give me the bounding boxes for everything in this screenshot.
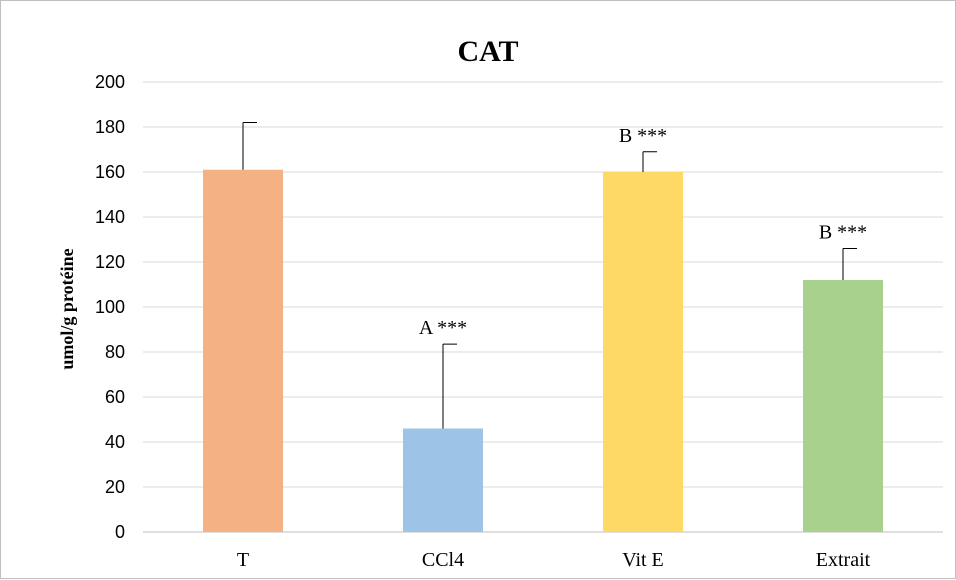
x-tick-label: Extrait — [816, 549, 871, 571]
y-tick-label: 0 — [115, 522, 125, 542]
y-tick-label: 160 — [95, 162, 125, 182]
significance-label: B *** — [819, 222, 867, 244]
chart-title: CAT — [457, 35, 518, 68]
y-tick-label: 100 — [95, 297, 125, 317]
x-axis-ticks: T CCl4 Vit E Extrait — [237, 549, 871, 571]
bar-vit-e — [603, 172, 683, 532]
y-tick-label: 200 — [95, 72, 125, 92]
significance-label: A *** — [419, 317, 467, 339]
error-bars — [242, 122, 857, 429]
y-tick-label: 120 — [95, 252, 125, 272]
y-tick-label: 140 — [95, 207, 125, 227]
x-tick-label: Vit E — [622, 549, 664, 571]
y-tick-label: 180 — [95, 117, 125, 137]
y-axis-ticks: 0 20 40 60 80 100 120 140 160 180 200 — [95, 72, 125, 542]
significance-label: B *** — [619, 125, 667, 147]
bar-extrait — [803, 280, 883, 532]
y-tick-label: 40 — [105, 432, 125, 452]
y-axis-title: umol/g protéine — [57, 248, 77, 369]
y-tick-label: 80 — [105, 342, 125, 362]
bars — [203, 169, 883, 532]
y-tick-label: 20 — [105, 477, 125, 497]
bar-t — [203, 169, 283, 532]
bar-ccl4 — [403, 428, 483, 532]
x-tick-label: T — [237, 549, 249, 571]
y-tick-label: 60 — [105, 387, 125, 407]
bar-annotations: A *** B *** B *** — [419, 125, 867, 339]
x-tick-label: CCl4 — [422, 549, 464, 571]
